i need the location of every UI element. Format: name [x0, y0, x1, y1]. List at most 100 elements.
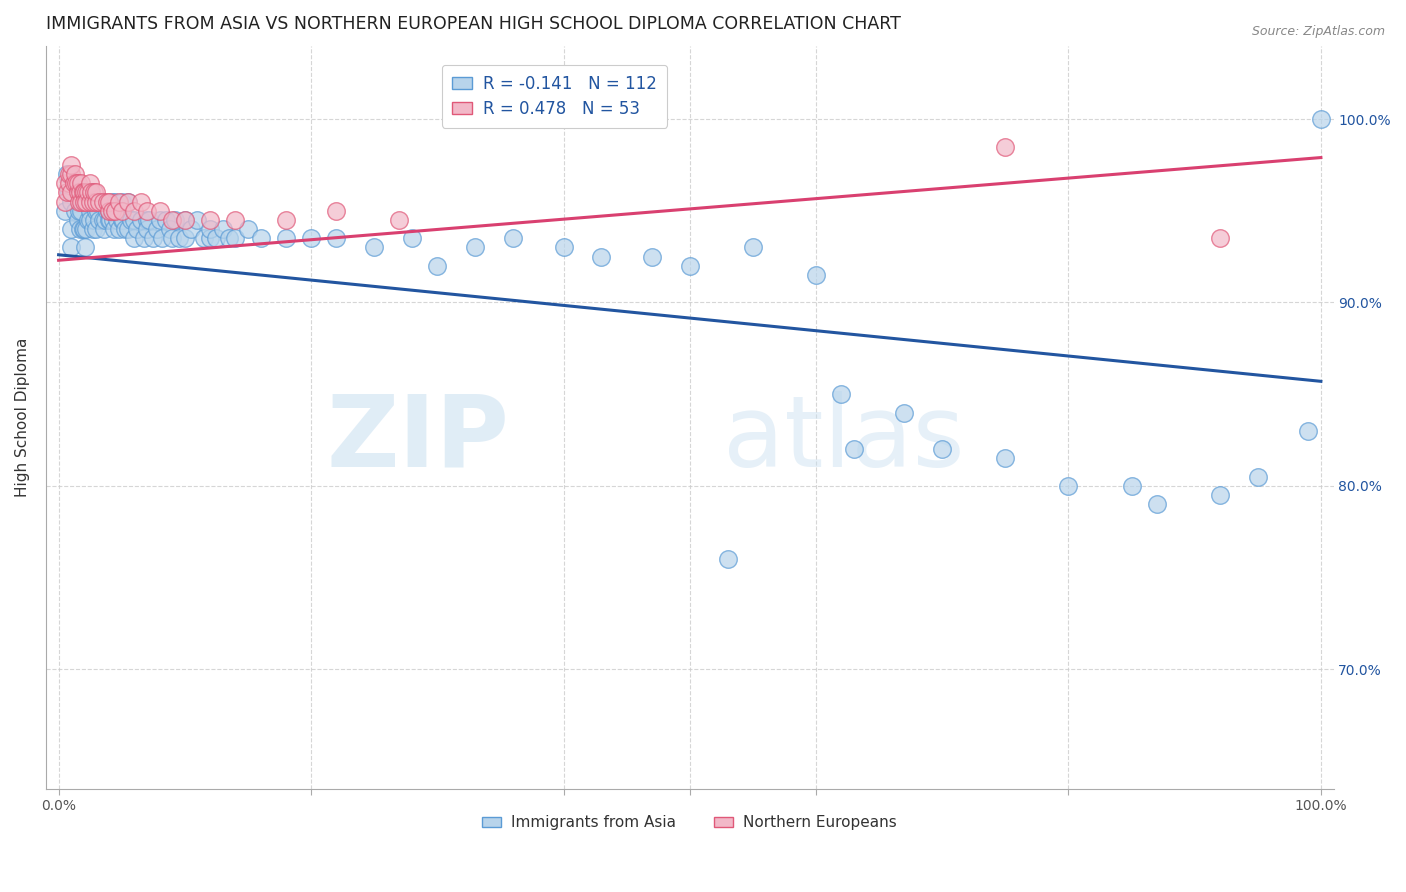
- Point: [994, 451, 1017, 466]
- Point: [56, 186, 79, 200]
- Point: [91, 194, 114, 209]
- Point: [1121, 479, 1143, 493]
- Point: [86, 194, 108, 209]
- Point: [129, 194, 152, 209]
- Point: [108, 194, 131, 209]
- Point: [205, 231, 228, 245]
- Point: [173, 213, 195, 227]
- Point: [224, 231, 246, 245]
- Point: [98, 203, 121, 218]
- Point: [60, 167, 83, 181]
- Point: [62, 176, 84, 190]
- Point: [198, 231, 221, 245]
- Point: [105, 213, 128, 227]
- Point: [98, 194, 121, 209]
- Point: [125, 222, 148, 236]
- Point: [464, 240, 486, 254]
- Point: [76, 186, 98, 200]
- Point: [96, 194, 118, 209]
- Legend: Immigrants from Asia, Northern Europeans: Immigrants from Asia, Northern Europeans: [477, 809, 903, 837]
- Point: [58, 186, 80, 200]
- Point: [82, 222, 104, 236]
- Point: [173, 231, 195, 245]
- Point: [79, 203, 101, 218]
- Point: [842, 442, 865, 457]
- Point: [73, 186, 96, 200]
- Point: [117, 222, 139, 236]
- Point: [274, 231, 297, 245]
- Point: [98, 203, 121, 218]
- Text: Source: ZipAtlas.com: Source: ZipAtlas.com: [1251, 25, 1385, 38]
- Point: [75, 222, 97, 236]
- Point: [401, 231, 423, 245]
- Point: [1247, 469, 1270, 483]
- Point: [79, 194, 101, 209]
- Point: [56, 167, 79, 181]
- Text: IMMIGRANTS FROM ASIA VS NORTHERN EUROPEAN HIGH SCHOOL DIPLOMA CORRELATION CHART: IMMIGRANTS FROM ASIA VS NORTHERN EUROPEA…: [46, 15, 901, 33]
- Point: [124, 203, 146, 218]
- Point: [159, 222, 181, 236]
- Point: [96, 203, 118, 218]
- Point: [65, 176, 87, 190]
- Point: [73, 194, 96, 209]
- Point: [1057, 479, 1080, 493]
- Point: [117, 194, 139, 209]
- Point: [62, 186, 84, 200]
- Text: ZIP: ZIP: [326, 391, 509, 488]
- Point: [150, 231, 173, 245]
- Point: [66, 186, 89, 200]
- Point: [100, 203, 122, 218]
- Point: [148, 203, 170, 218]
- Point: [70, 194, 93, 209]
- Point: [80, 186, 103, 200]
- Point: [86, 203, 108, 218]
- Point: [502, 231, 524, 245]
- Point: [87, 203, 110, 218]
- Point: [198, 222, 221, 236]
- Point: [60, 222, 83, 236]
- Point: [82, 194, 104, 209]
- Point: [86, 186, 108, 200]
- Point: [142, 231, 165, 245]
- Point: [93, 222, 115, 236]
- Point: [60, 240, 83, 254]
- Point: [53, 203, 76, 218]
- Point: [75, 240, 97, 254]
- Point: [98, 213, 121, 227]
- Point: [218, 231, 240, 245]
- Point: [679, 259, 702, 273]
- Point: [224, 213, 246, 227]
- Point: [124, 231, 146, 245]
- Point: [111, 194, 134, 209]
- Point: [1209, 488, 1232, 502]
- Point: [91, 194, 114, 209]
- Point: [167, 231, 190, 245]
- Point: [108, 222, 131, 236]
- Point: [72, 222, 94, 236]
- Point: [111, 213, 134, 227]
- Point: [100, 194, 122, 209]
- Point: [83, 186, 105, 200]
- Point: [1209, 231, 1232, 245]
- Point: [70, 203, 93, 218]
- Point: [60, 194, 83, 209]
- Point: [83, 213, 105, 227]
- Point: [641, 250, 664, 264]
- Point: [553, 240, 575, 254]
- Point: [155, 213, 177, 227]
- Point: [994, 139, 1017, 153]
- Point: [426, 259, 449, 273]
- Point: [111, 203, 134, 218]
- Point: [58, 176, 80, 190]
- Point: [72, 186, 94, 200]
- Point: [160, 213, 183, 227]
- Point: [173, 213, 195, 227]
- Point: [1296, 424, 1319, 438]
- Point: [198, 213, 221, 227]
- Point: [79, 186, 101, 200]
- Point: [591, 250, 613, 264]
- Point: [136, 222, 159, 236]
- Point: [87, 194, 110, 209]
- Point: [117, 194, 139, 209]
- Point: [136, 213, 159, 227]
